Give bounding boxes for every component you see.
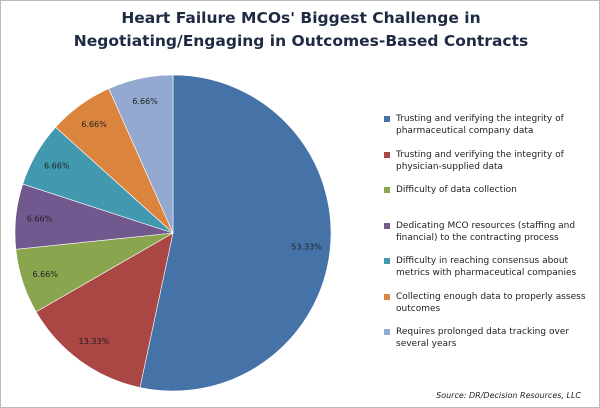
data-label: 6.66% — [132, 97, 158, 106]
legend-label: Trusting and verifying the integrity of … — [396, 114, 564, 136]
legend-item: Difficulty in reaching consensus about m… — [384, 255, 589, 279]
legend-item: Collecting enough data to properly asses… — [384, 291, 589, 315]
legend-label: Trusting and verifying the integrity of … — [396, 149, 564, 172]
data-label: 6.66% — [44, 161, 70, 170]
legend-swatch — [384, 293, 390, 300]
legend-swatch — [384, 329, 390, 335]
legend-label: Requires prolonged data tracking over se… — [396, 327, 570, 349]
legend-swatch — [384, 116, 390, 122]
legend-swatch — [384, 187, 390, 193]
chart-title: Heart Failure MCOs' Biggest Challenge in… — [73, 9, 529, 50]
legend-item: Trusting and verifying the integrity of … — [384, 113, 589, 137]
legend-item: Trusting and verifying the integrity of … — [384, 149, 589, 173]
source-note: Source: DR/Decision Resources, LLC — [436, 391, 581, 400]
data-label: 13.33% — [79, 337, 110, 346]
legend-swatch — [384, 222, 390, 229]
pie-slice — [35, 232, 174, 388]
data-label: 53.33% — [291, 243, 322, 252]
legend-item: Dedicating MCO resources (staffing and f… — [384, 220, 589, 244]
legend-label: Dedicating MCO resources (staffing and f… — [396, 220, 576, 243]
legend-label: Collecting enough data to properly asses… — [396, 291, 586, 314]
data-label: 6.66% — [27, 214, 53, 223]
data-label: 6.66% — [81, 120, 107, 129]
legend-item: Difficulty of data collection — [384, 184, 589, 196]
legend-label: Difficulty of data collection — [396, 185, 517, 195]
data-label: 6.66% — [33, 270, 59, 279]
legend-label: Difficulty in reaching consensus about m… — [396, 256, 577, 278]
pie-slice — [108, 74, 174, 234]
legend-item: Requires prolonged data tracking over se… — [384, 326, 589, 350]
legend-swatch — [384, 258, 390, 264]
legend-swatch — [384, 151, 390, 158]
pie-slice — [139, 74, 332, 392]
